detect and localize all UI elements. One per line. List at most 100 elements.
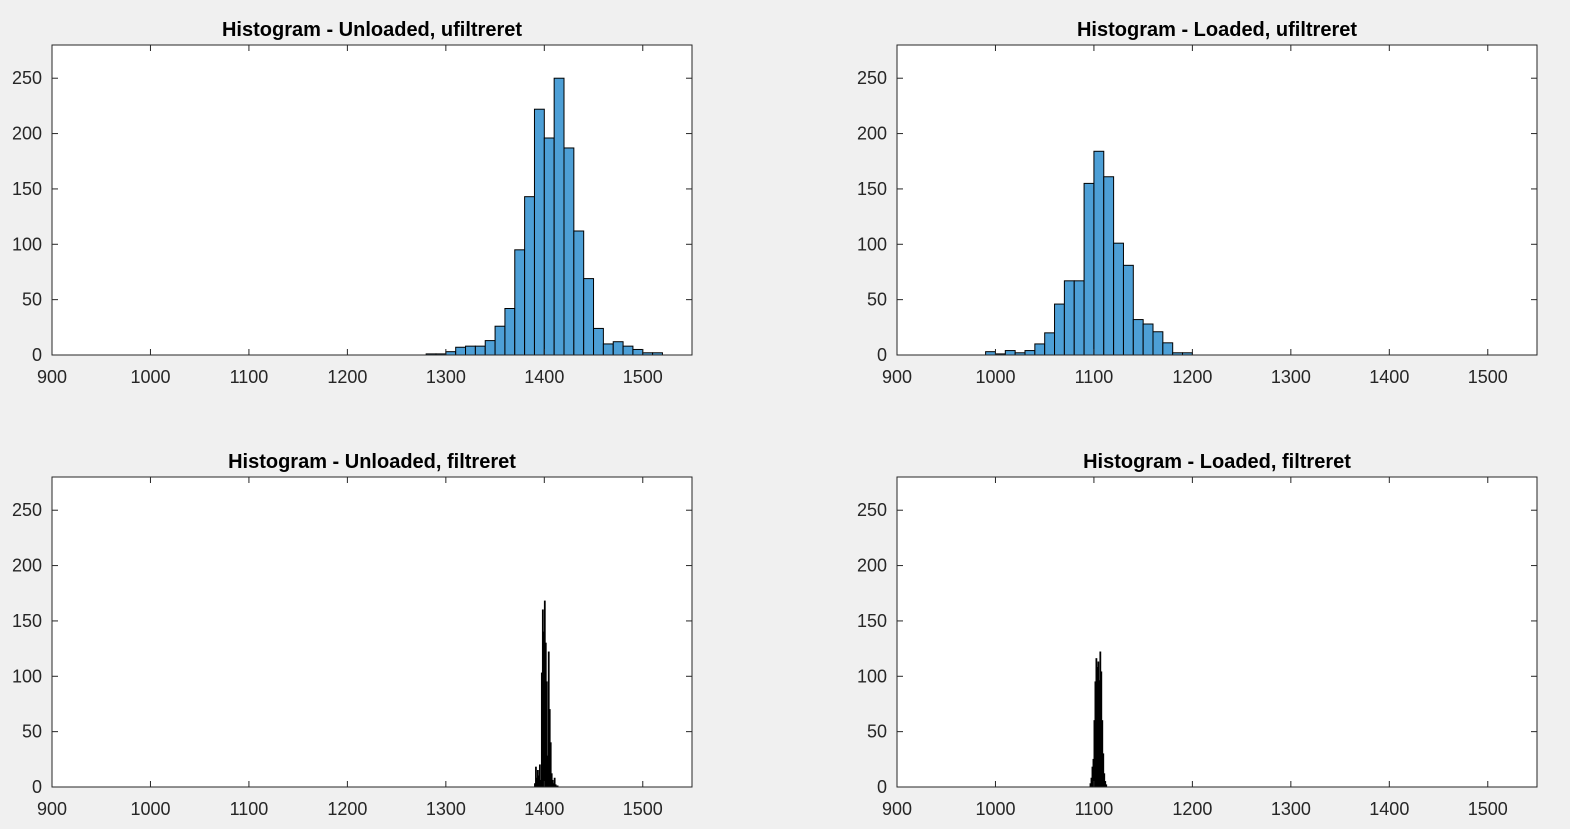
- y-tick-label: 150: [12, 179, 42, 199]
- y-tick-label: 50: [867, 722, 887, 742]
- histogram-bar: [602, 343, 614, 356]
- histogram-bar: [1083, 182, 1095, 356]
- x-tick-label: 1200: [1172, 799, 1212, 819]
- x-tick-label: 1300: [1271, 799, 1311, 819]
- histogram-bar: [494, 325, 506, 356]
- axes-background: [897, 45, 1537, 355]
- histogram-bar: [465, 345, 476, 356]
- y-tick-label: 150: [857, 611, 887, 631]
- x-tick-label: 1400: [1369, 367, 1409, 387]
- y-tick-label: 200: [857, 124, 887, 144]
- chart-title: Histogram - Loaded, filtreret: [1083, 451, 1351, 473]
- y-tick-label: 50: [22, 722, 42, 742]
- x-tick-label: 900: [882, 367, 912, 387]
- chart-unloaded-filtreret: 900 1000 1100 1200 1300 1400 1500 0 50 100 150 200 2…: [12, 451, 693, 819]
- chart-loaded-filtreret: 900 1000 1100 1200 1300 1400 1500 0 50 100 150 200 2…: [857, 451, 1538, 819]
- histogram-bar: [1034, 343, 1046, 356]
- histogram-bar: [1073, 280, 1085, 356]
- axes-background: [52, 477, 692, 787]
- x-tick-label: 900: [37, 367, 67, 387]
- y-tick-label: 100: [857, 666, 887, 686]
- histogram-bar: [455, 346, 467, 356]
- histogram-bar: [1093, 150, 1105, 356]
- x-tick-label: 1400: [1369, 799, 1409, 819]
- histogram-bar: [504, 308, 516, 356]
- x-tick-label: 1500: [623, 367, 663, 387]
- histogram-bar: [1162, 342, 1174, 356]
- histogram-bar: [1024, 350, 1036, 356]
- y-tick-label: 200: [12, 124, 42, 144]
- histogram-bar: [622, 345, 634, 356]
- chart-title: Histogram - Unloaded, ufiltreret: [222, 19, 522, 41]
- x-tick-label: 1100: [1075, 799, 1114, 819]
- y-tick-label: 50: [867, 290, 887, 310]
- x-tick-label: 1500: [1468, 799, 1508, 819]
- chart-title: Histogram - Unloaded, filtreret: [228, 451, 516, 473]
- histogram-bar: [563, 147, 575, 356]
- x-tick-label: 1400: [524, 799, 564, 819]
- histogram-bar: [1054, 303, 1065, 356]
- x-tick-label: 1000: [975, 367, 1015, 387]
- histogram-bar: [514, 249, 526, 356]
- y-tick-label: 250: [857, 68, 887, 88]
- y-tick-label: 50: [22, 290, 42, 310]
- bars: [425, 77, 663, 356]
- axes-background: [52, 45, 692, 355]
- y-tick-label: 100: [12, 666, 42, 686]
- bars: [985, 150, 1193, 356]
- histogram-bar: [1132, 319, 1144, 356]
- x-tick-label: 1500: [1468, 367, 1508, 387]
- histogram-bar: [593, 327, 604, 356]
- x-tick-label: 1300: [1271, 367, 1311, 387]
- chart-loaded-ufiltreret: 900 1000 1100 1200 1300 1400 1500 0 50 100 150 200 2…: [857, 19, 1538, 387]
- x-tick-label: 1200: [1172, 367, 1212, 387]
- histogram-bar: [553, 77, 565, 356]
- y-tick-label: 250: [12, 500, 42, 520]
- chart-title: Histogram - Loaded, ufiltreret: [1077, 19, 1357, 41]
- x-tick-label: 1500: [623, 799, 663, 819]
- x-tick-label: 1100: [230, 367, 269, 387]
- histogram-bar: [1142, 323, 1154, 356]
- histogram-bar: [1103, 176, 1115, 356]
- x-tick-label: 1000: [975, 799, 1015, 819]
- y-tick-label: 0: [32, 345, 42, 365]
- axes-frame: [51, 44, 693, 356]
- y-tick-label: 0: [877, 345, 887, 365]
- x-tick-label: 900: [37, 799, 67, 819]
- axes-background: [897, 477, 1537, 787]
- histogram-bar: [474, 345, 486, 356]
- axes-frame: [51, 476, 693, 788]
- x-tick-label: 1400: [524, 367, 564, 387]
- x-tick-label: 1200: [327, 799, 367, 819]
- y-tick-label: 200: [12, 556, 42, 576]
- axes-frame: [896, 476, 1538, 788]
- chart-unloaded-ufiltreret: 900 1000 1100 1200 1300 1400 1500 0 50 100 150 200 2…: [12, 19, 693, 387]
- x-tick-label: 900: [882, 799, 912, 819]
- x-tick-label: 1000: [130, 367, 170, 387]
- histogram-bar: [1044, 332, 1056, 356]
- y-tick-label: 150: [857, 179, 887, 199]
- axes-frame: [896, 44, 1538, 356]
- x-tick-label: 1100: [230, 799, 269, 819]
- y-tick-label: 0: [32, 777, 42, 797]
- histogram-bar: [583, 278, 595, 356]
- y-tick-label: 200: [857, 556, 887, 576]
- histogram-bar: [533, 108, 545, 356]
- histogram-bar: [524, 196, 535, 356]
- y-tick-label: 250: [857, 500, 887, 520]
- y-tick-label: 150: [12, 611, 42, 631]
- x-tick-label: 1200: [327, 367, 367, 387]
- histogram-bar: [1004, 350, 1016, 356]
- histogram-bar: [632, 348, 644, 356]
- y-tick-label: 250: [12, 68, 42, 88]
- y-tick-label: 100: [857, 234, 887, 254]
- histogram-bar: [543, 137, 555, 356]
- histogram-bar: [484, 340, 496, 356]
- histogram-bar: [1113, 242, 1124, 356]
- x-tick-label: 1300: [426, 799, 466, 819]
- histogram-bar: [612, 341, 624, 356]
- y-tick-label: 100: [12, 234, 42, 254]
- histogram-bar: [1122, 264, 1134, 356]
